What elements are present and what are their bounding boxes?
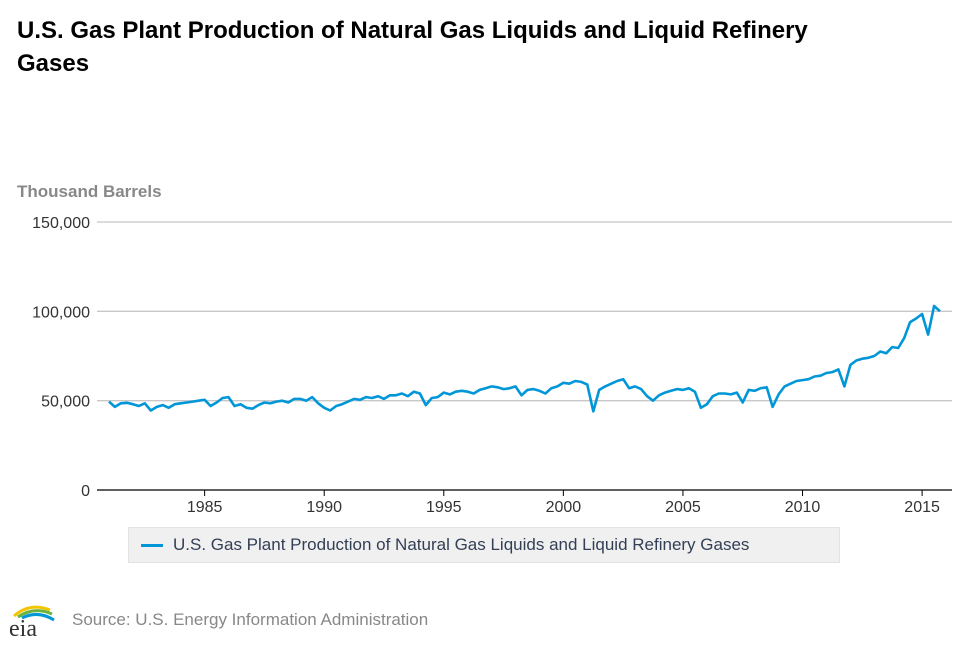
y-tick-label: 50,000 (41, 394, 90, 411)
y-tick-label: 150,000 (32, 215, 90, 232)
x-tick-label: 1995 (426, 499, 462, 516)
y-axis-label: Thousand Barrels (17, 182, 162, 201)
svg-text:eia: eia (9, 616, 37, 638)
eia-logo: eia (9, 605, 55, 638)
x-tick-label: 1985 (187, 499, 223, 516)
y-tick-label: 100,000 (32, 304, 90, 321)
legend-label: U.S. Gas Plant Production of Natural Gas… (173, 535, 750, 554)
y-tick-label: 0 (81, 483, 90, 500)
chart-title: U.S. Gas Plant Production of Natural Gas… (17, 17, 808, 77)
series-line (108, 304, 941, 413)
x-tick-label: 2000 (546, 499, 582, 516)
footer: eia Source: U.S. Energy Information Admi… (8, 602, 428, 638)
legend[interactable]: U.S. Gas Plant Production of Natural Gas… (128, 527, 840, 563)
source-text: Source: U.S. Energy Information Administ… (72, 610, 429, 629)
x-tick-label: 2005 (665, 499, 701, 516)
legend-swatch (141, 543, 163, 547)
x-tick-label: 1990 (306, 499, 342, 516)
x-tick-label: 2010 (785, 499, 821, 516)
x-tick-label: 2015 (904, 499, 940, 516)
